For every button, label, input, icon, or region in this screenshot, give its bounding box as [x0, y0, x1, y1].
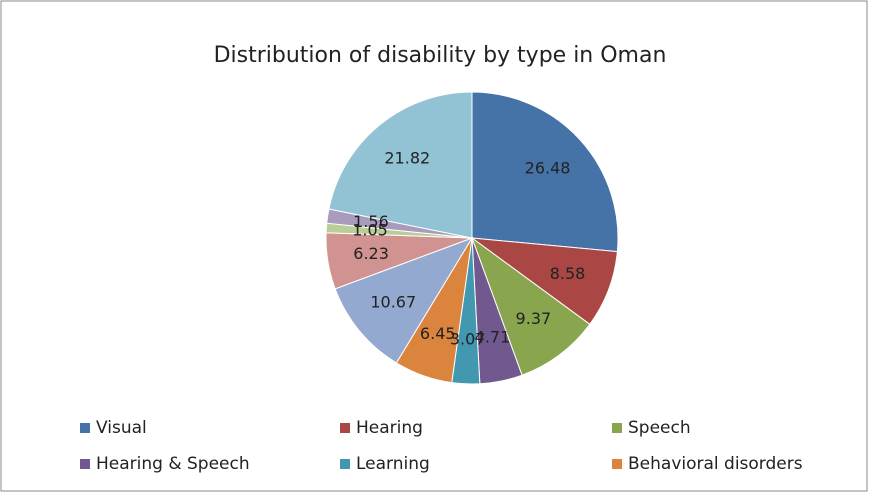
pie-slice — [328, 91, 473, 239]
legend-label: Hearing — [356, 418, 423, 438]
chart-title: Distribution of disability by type in Om… — [214, 43, 667, 68]
pie-slice — [470, 236, 591, 376]
data-label: 1.05 — [352, 220, 388, 239]
legend-label: Hearing & Speech — [96, 454, 250, 474]
data-label: 6.23 — [353, 244, 389, 263]
legend-label: Speech — [628, 418, 691, 438]
legend-swatch — [80, 423, 90, 433]
data-label: 8.58 — [550, 264, 586, 283]
pie-slice — [471, 91, 619, 253]
data-label: 26.48 — [525, 159, 571, 178]
legend-swatch — [340, 459, 350, 469]
data-label: 21.82 — [384, 148, 430, 167]
data-label: 9.37 — [516, 309, 552, 328]
pie-slice — [334, 237, 474, 364]
legend-label: Visual — [96, 418, 147, 438]
legend-swatch — [340, 423, 350, 433]
legend-swatch — [612, 459, 622, 469]
legend-label: Behavioral disorders — [628, 454, 803, 474]
legend-label: Learning — [356, 454, 430, 474]
data-label: 3.07 — [450, 330, 486, 349]
data-label: 10.67 — [370, 293, 416, 312]
data-label: 6.45 — [420, 324, 456, 343]
data-label: 1.56 — [353, 212, 389, 231]
legend-swatch — [612, 423, 622, 433]
legend-swatch — [80, 459, 90, 469]
data-label: 4.71 — [475, 328, 511, 347]
